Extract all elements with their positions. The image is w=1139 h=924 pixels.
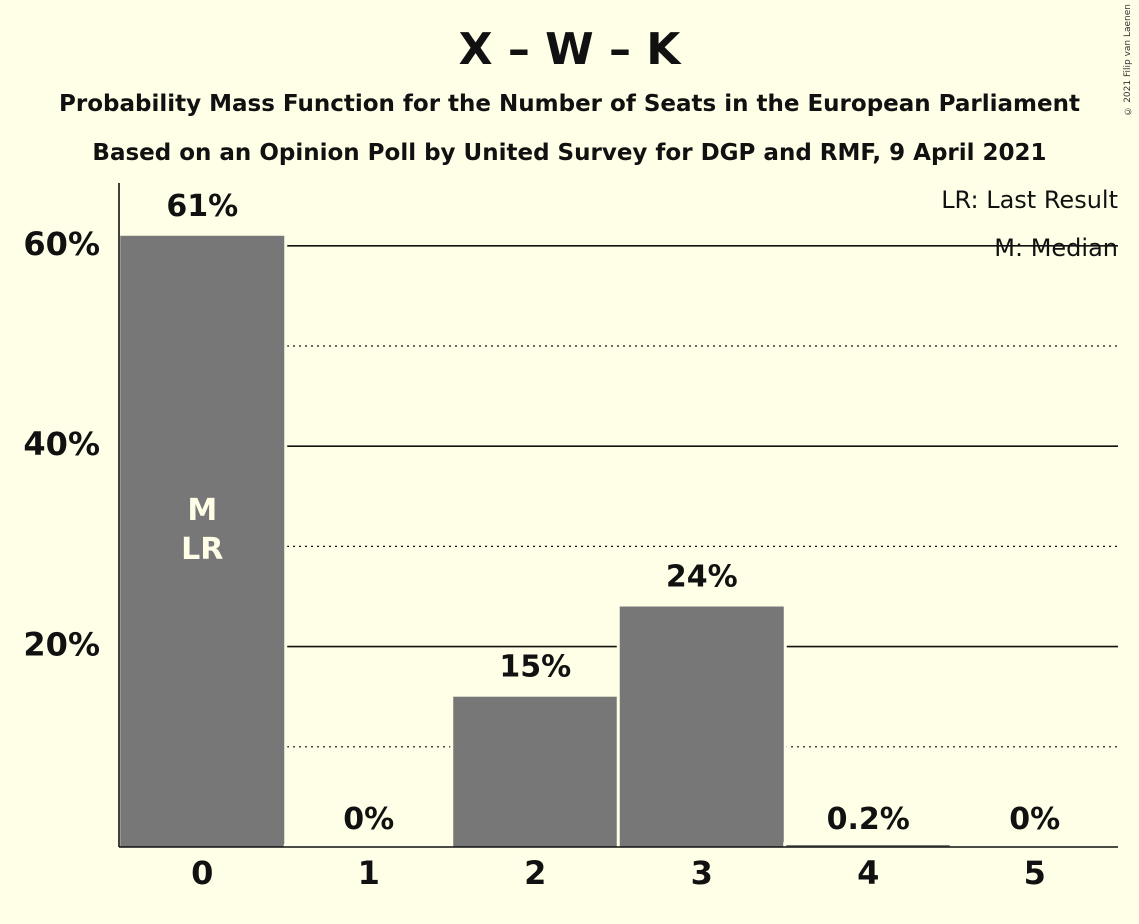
data-label-2: 15%: [499, 650, 571, 685]
bar-seats-0: [120, 235, 285, 847]
data-label-3: 24%: [666, 560, 738, 595]
axes: [118, 183, 1118, 848]
bar-annotation-lr: LR: [181, 532, 223, 567]
bar-seats-3: [619, 606, 784, 847]
x-tick-label-5: 5: [1024, 854, 1046, 892]
x-tick-label-2: 2: [524, 854, 546, 892]
bar-gap: [783, 841, 954, 847]
bar-seats-2: [453, 696, 618, 847]
x-tick-label-0: 0: [191, 854, 213, 892]
bar-gap: [949, 844, 1120, 847]
chart-subtitle-method: Probability Mass Function for the Number…: [59, 91, 1080, 117]
data-label-0: 61%: [166, 189, 238, 224]
data-label-1: 0%: [343, 802, 394, 837]
data-label-4: 0.2%: [827, 802, 910, 837]
chart-subtitle-source: Based on an Opinion Poll by United Surve…: [92, 140, 1047, 166]
data-label-5: 0%: [1009, 802, 1060, 837]
x-tick-label-3: 3: [691, 854, 713, 892]
x-tick-label-4: 4: [857, 854, 879, 892]
bars: [117, 232, 1120, 847]
y-tick-label: 40%: [23, 425, 100, 463]
y-tick-label: 20%: [23, 626, 100, 664]
y-tick-label: 60%: [23, 225, 100, 263]
chart-title: X – W – K: [458, 24, 681, 75]
legend-last-result: LR: Last Result: [941, 186, 1118, 214]
bar-seats-4: [786, 844, 951, 847]
bar-gap: [283, 844, 454, 847]
bar-annotation-m: M: [187, 493, 217, 528]
x-tick-label-1: 1: [358, 854, 380, 892]
legend-median: M: Median: [994, 234, 1118, 262]
